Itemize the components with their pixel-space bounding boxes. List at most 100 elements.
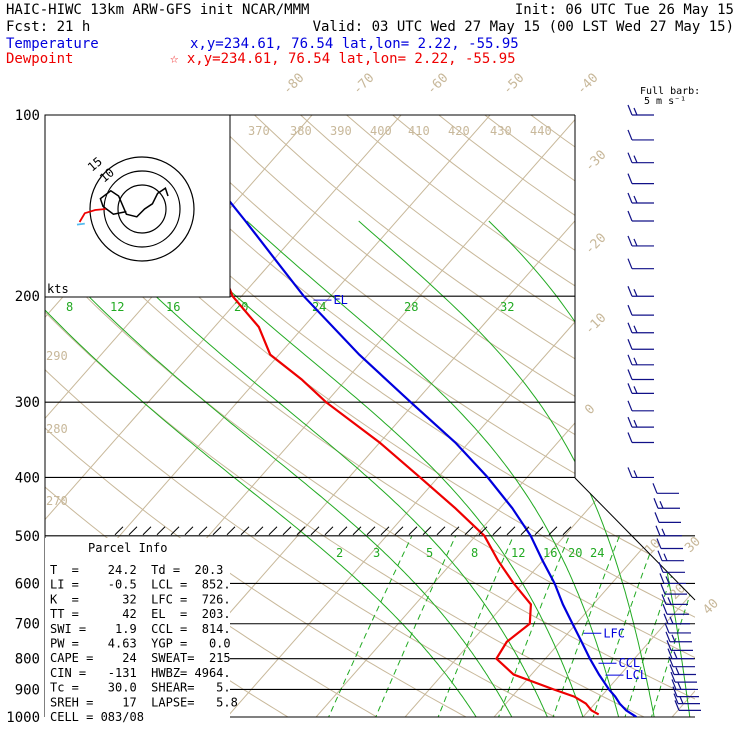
wind-barb-title: Full barb: xyxy=(640,86,700,97)
moist-adiabat xyxy=(45,220,477,717)
moist-adiabat-label: 24 xyxy=(312,300,326,314)
mixing-ratio-label: 3 xyxy=(373,546,380,560)
moist-adiabat xyxy=(358,220,655,717)
isotherm xyxy=(482,115,695,717)
wind-barb xyxy=(627,129,654,141)
wind-barb xyxy=(667,648,694,660)
header: HAIC-HIWC 13km ARW-GFS init NCAR/MMM Ini… xyxy=(6,2,734,67)
theta-label: 440 xyxy=(530,124,552,138)
wind-barb xyxy=(655,525,682,537)
dry-adiabat xyxy=(181,115,695,717)
temperature-line xyxy=(195,115,637,717)
hodograph: 15 10 kts xyxy=(44,114,231,298)
dry-adiabat xyxy=(45,115,695,717)
hodograph-surface-trace xyxy=(76,222,85,226)
dry-adiabat xyxy=(45,115,671,717)
wind-barb xyxy=(671,679,698,691)
init-time: Init: 06 UTC Tue 26 May 15 xyxy=(515,2,734,18)
moist-adiabat xyxy=(80,220,548,717)
moist-adiabat xyxy=(45,220,513,717)
wind-barb xyxy=(627,152,654,164)
wind-barb xyxy=(661,594,688,605)
theta-label: 430 xyxy=(490,124,512,138)
mixing-ratio-line xyxy=(432,535,514,717)
wind-barb xyxy=(665,631,692,643)
moist-adiabat xyxy=(155,220,584,717)
parcel-info-row: Tc = 30.0 SHEAR= 5. xyxy=(50,681,231,695)
theta-label: 280 xyxy=(46,422,68,436)
pressure-tick-label: 600 xyxy=(15,576,40,592)
wind-barb xyxy=(627,210,654,222)
dry-adiabat xyxy=(45,115,581,717)
parcel-info-row: SWI = 1.9 CCL = 814. xyxy=(50,622,231,636)
parcel-info-row: SREH = 17 LAPSE= 5.8 xyxy=(50,695,238,709)
dry-adiabat xyxy=(45,115,695,717)
mixing-ratio-label: 12 xyxy=(511,546,525,560)
wind-barbs: Full barb: 5 m s⁻¹ xyxy=(574,86,701,711)
mixing-ratio-label: 20 xyxy=(568,546,582,560)
parcel-info-title: Parcel Info xyxy=(88,541,167,555)
wind-barb xyxy=(627,104,654,116)
mixing-ratio-label: 5 xyxy=(426,546,433,560)
moist-adiabat-label: 32 xyxy=(500,300,514,314)
wind-barb xyxy=(627,192,654,204)
pressure-tick-label: 400 xyxy=(15,470,40,486)
valid-time: Valid: 03 UTC Wed 27 May 15 (00 LST Wed … xyxy=(313,19,734,35)
isotherm xyxy=(45,115,515,717)
wind-barb xyxy=(627,369,654,381)
theta-label: 290 xyxy=(46,349,68,363)
wind-barb xyxy=(663,613,690,625)
theta-label: 390 xyxy=(330,124,352,138)
theta-label: 270 xyxy=(46,494,68,508)
pressure-tick-label: 300 xyxy=(15,395,40,411)
hodograph-units: kts xyxy=(47,282,69,296)
dry-adiabat xyxy=(226,115,695,717)
mixing-ratio-label: 2 xyxy=(336,546,343,560)
wind-barb xyxy=(656,538,683,550)
parcel-info-row: T = 24.2 Td = 20.3 xyxy=(50,563,223,577)
wind-barb xyxy=(627,416,654,428)
wind-barb xyxy=(660,583,687,595)
parcel-info-box: Parcel Info T = 24.2 Td = 20.3LI = -0.5 … xyxy=(45,538,238,724)
mixing-ratio-label: 16 xyxy=(543,546,557,560)
pressure-tick-label: 700 xyxy=(15,617,40,633)
temperature-coords: x,y=234.61, 76.54 lat,lon= 2.22, -55.95 xyxy=(190,36,519,52)
mixing-ratio-line xyxy=(369,535,457,717)
wind-barb xyxy=(652,483,679,494)
wind-barb xyxy=(627,400,654,412)
parcel-info-row: CAPE = 24 SWEAT= 215 xyxy=(50,651,231,665)
wind-barb xyxy=(657,550,684,562)
pressure-tick-label: 500 xyxy=(15,529,40,545)
mixing-ratio-line xyxy=(322,535,413,717)
level-marker-label: LCL xyxy=(625,668,647,682)
wind-barb xyxy=(627,339,654,350)
isotherm xyxy=(45,115,426,717)
hodograph-lowlevel-trace xyxy=(78,208,106,223)
parcel-info-row: PW = 4.63 YGP = 0.0 xyxy=(50,637,231,651)
wind-barb xyxy=(627,258,654,270)
moist-adiabat-label: 12 xyxy=(110,300,124,314)
wind-barb xyxy=(653,498,680,509)
hodograph-trace xyxy=(99,187,169,218)
parcel-info-row: CELL = 083/08 xyxy=(50,710,144,724)
isotherm xyxy=(571,115,695,717)
moist-adiabat-label: 8 xyxy=(66,300,73,314)
level-marker-label: LFC xyxy=(603,626,625,640)
wind-barb xyxy=(664,622,691,634)
theta-label: 370 xyxy=(248,124,270,138)
wind-barb xyxy=(627,173,654,185)
pressure-tick-label: 100 xyxy=(15,108,40,124)
pressure-tick-label: 900 xyxy=(15,682,40,698)
pressure-tick-label: 800 xyxy=(15,652,40,668)
parcel-info-row: K = 32 LFC = 726. xyxy=(50,592,231,606)
dewpoint-coords: ☆ x,y=234.61, 76.54 lat,lon= 2.22, -55.9… xyxy=(170,51,516,67)
wind-barb xyxy=(659,573,686,585)
parcel-info-row: CIN = -131 HWBZ= 4964. xyxy=(50,666,231,680)
theta-label: 410 xyxy=(408,124,430,138)
mixing-ratio-label: 8 xyxy=(471,546,478,560)
pressure-tick-label: 1000 xyxy=(6,710,40,726)
wind-barb xyxy=(627,432,654,444)
temperature-legend: Temperature xyxy=(6,36,99,52)
moist-adiabat xyxy=(246,220,620,717)
